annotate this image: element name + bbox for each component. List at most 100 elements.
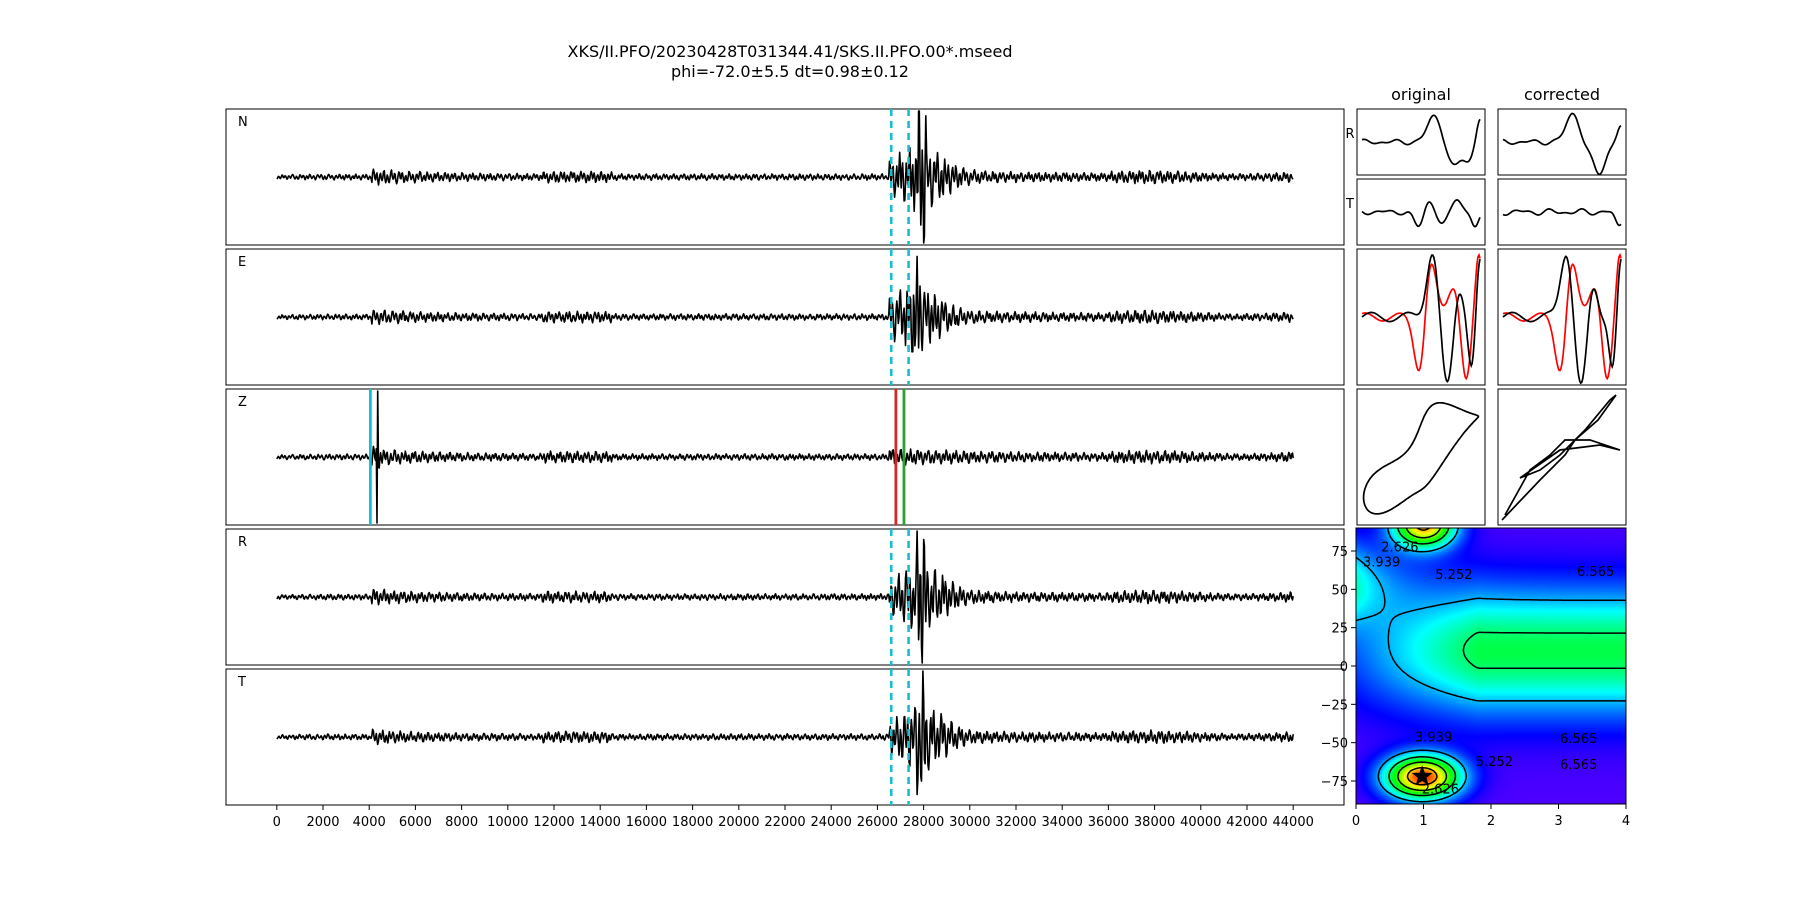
small-frame-corr-t — [1497, 178, 1627, 246]
trace-label-r: R — [238, 535, 247, 550]
small-panels: R T — [1345, 108, 1627, 526]
energy-grid-raster — [1356, 528, 1626, 804]
contour-line-0 — [1406, 528, 1438, 786]
column-title-original: original — [1391, 85, 1451, 104]
contour-line-2 — [1388, 528, 1626, 797]
time-axis-tick-label: 26000 — [857, 815, 898, 830]
time-axis-tick-label: 36000 — [1088, 815, 1129, 830]
small-frame-orig-particle — [1356, 388, 1486, 526]
time-axis-tick-label: 28000 — [903, 815, 944, 830]
corr-overlay-red-curve — [1502, 252, 1622, 381]
trace-line-n — [276, 110, 1294, 244]
figure-title: XKS/II.PFO/20230428T031344.41/SKS.II.PFO… — [568, 42, 1013, 61]
orig-overlay-red-curve — [1361, 252, 1481, 381]
trace-panel-e: E — [225, 248, 1345, 386]
energy-x-tick-label: 1 — [1419, 814, 1427, 829]
trace-line-r — [276, 530, 1294, 664]
small-frame-orig-t — [1356, 178, 1486, 246]
small-frame-corr-r — [1497, 108, 1627, 176]
energy-grid-axes: 0 1 2 3 4 75 50 25 0 −25 −50 −75 — [1321, 545, 1631, 829]
energy-y-tick-label: −50 — [1321, 737, 1348, 752]
trace-layer-n — [276, 109, 1294, 245]
trace-panels: N E Z R T — [225, 108, 1345, 806]
small-frame-orig-r — [1356, 108, 1486, 176]
time-axis-tick-label: 30000 — [949, 815, 990, 830]
energy-x-tick-label: 4 — [1622, 814, 1630, 829]
time-axis-tick-label: 32000 — [995, 815, 1036, 830]
corr-radial-curve — [1502, 112, 1622, 175]
small-curves — [1361, 112, 1622, 521]
time-axis-tick-label: 18000 — [672, 815, 713, 830]
energy-x-tick-label: 3 — [1554, 814, 1562, 829]
orig-radial-curve — [1361, 114, 1481, 166]
time-axis-tick-label: 42000 — [1226, 815, 1267, 830]
contour-label-2: 5.252 — [1435, 568, 1472, 583]
trace-line-z — [276, 390, 1294, 524]
small-row-label-r: R — [1345, 127, 1354, 142]
time-axis-tick-label: 34000 — [1042, 815, 1083, 830]
time-axis-tick-label: 12000 — [533, 815, 574, 830]
trace-frame-e — [225, 248, 1345, 386]
trace-panel-z: Z — [225, 388, 1345, 526]
time-axis-tick-label: 8000 — [445, 815, 478, 830]
contour-label-3: 6.565 — [1577, 565, 1614, 580]
time-axis-tick-label: 40000 — [1180, 815, 1221, 830]
trace-layer-e — [276, 249, 1294, 385]
small-frame-corr-particle — [1497, 388, 1627, 526]
time-axis-tick-label: 0 — [273, 815, 281, 830]
time-axis-tick-label: 6000 — [399, 815, 432, 830]
small-row-label-t: T — [1345, 197, 1354, 212]
column-title-corrected: corrected — [1524, 85, 1600, 104]
trace-frame-n — [225, 108, 1345, 246]
trace-panel-t: T — [225, 668, 1345, 806]
corr-overlay-black-curve — [1502, 255, 1622, 385]
contour-line-1 — [1397, 528, 1448, 792]
small-frame-corr-overlay — [1497, 248, 1627, 386]
trace-panel-n: N — [225, 108, 1345, 246]
energy-y-tick-label: 25 — [1331, 622, 1348, 637]
trace-label-n: N — [238, 115, 248, 130]
trace-label-z: Z — [238, 395, 247, 410]
orig-overlay-black-curve — [1361, 254, 1481, 383]
time-axis-tick-label: 20000 — [718, 815, 759, 830]
time-axis-tick-label: 22000 — [764, 815, 805, 830]
energy-x-tick-label: 2 — [1487, 814, 1495, 829]
trace-layer-t — [276, 669, 1294, 805]
time-axis-tick-label: 38000 — [1134, 815, 1175, 830]
trace-layer-z — [276, 389, 1294, 525]
time-axis-tick-label: 24000 — [811, 815, 852, 830]
small-frame-orig-overlay — [1356, 248, 1486, 386]
energy-x-tick-label: 0 — [1352, 814, 1360, 829]
time-axis-tick-label: 16000 — [626, 815, 667, 830]
contour-label-0: 2.626 — [1381, 540, 1418, 555]
energy-y-tick-label: 0 — [1340, 660, 1348, 675]
time-axis-tick-label: 2000 — [306, 815, 339, 830]
corr-transverse-curve — [1502, 207, 1622, 227]
contour-label-4: 3.939 — [1415, 731, 1452, 746]
corr-particle-motion — [1501, 394, 1621, 521]
trace-layer-r — [276, 529, 1294, 665]
trace-frame-r — [225, 528, 1345, 666]
best-fit-star — [1411, 765, 1433, 786]
trace-frame-z — [225, 388, 1345, 526]
contour-label-7: 6.565 — [1560, 732, 1597, 747]
time-axis-tick-label: 44000 — [1273, 815, 1314, 830]
time-axis-tick-label: 10000 — [487, 815, 528, 830]
energy-y-tick-label: −25 — [1321, 698, 1348, 713]
orig-particle-motion — [1362, 401, 1480, 515]
time-axis-tick-label: 14000 — [580, 815, 621, 830]
trace-line-t — [276, 670, 1294, 796]
trace-label-e: E — [238, 255, 246, 270]
time-axis-tick-label: 4000 — [353, 815, 386, 830]
time-axis: 0 2000 4000 6000 8000 10000 12000 14000 16000 180… — [273, 805, 1314, 830]
trace-label-t: T — [237, 675, 246, 690]
energy-y-tick-label: −75 — [1321, 775, 1348, 790]
contour-label-1: 3.939 — [1363, 556, 1400, 571]
trace-panel-r: R — [225, 528, 1345, 666]
contour-label-5: 2.626 — [1422, 783, 1459, 798]
energy-y-tick-label: 50 — [1331, 583, 1348, 598]
figure-subtitle: phi=-72.0±5.5 dt=0.98±0.12 — [671, 62, 909, 81]
